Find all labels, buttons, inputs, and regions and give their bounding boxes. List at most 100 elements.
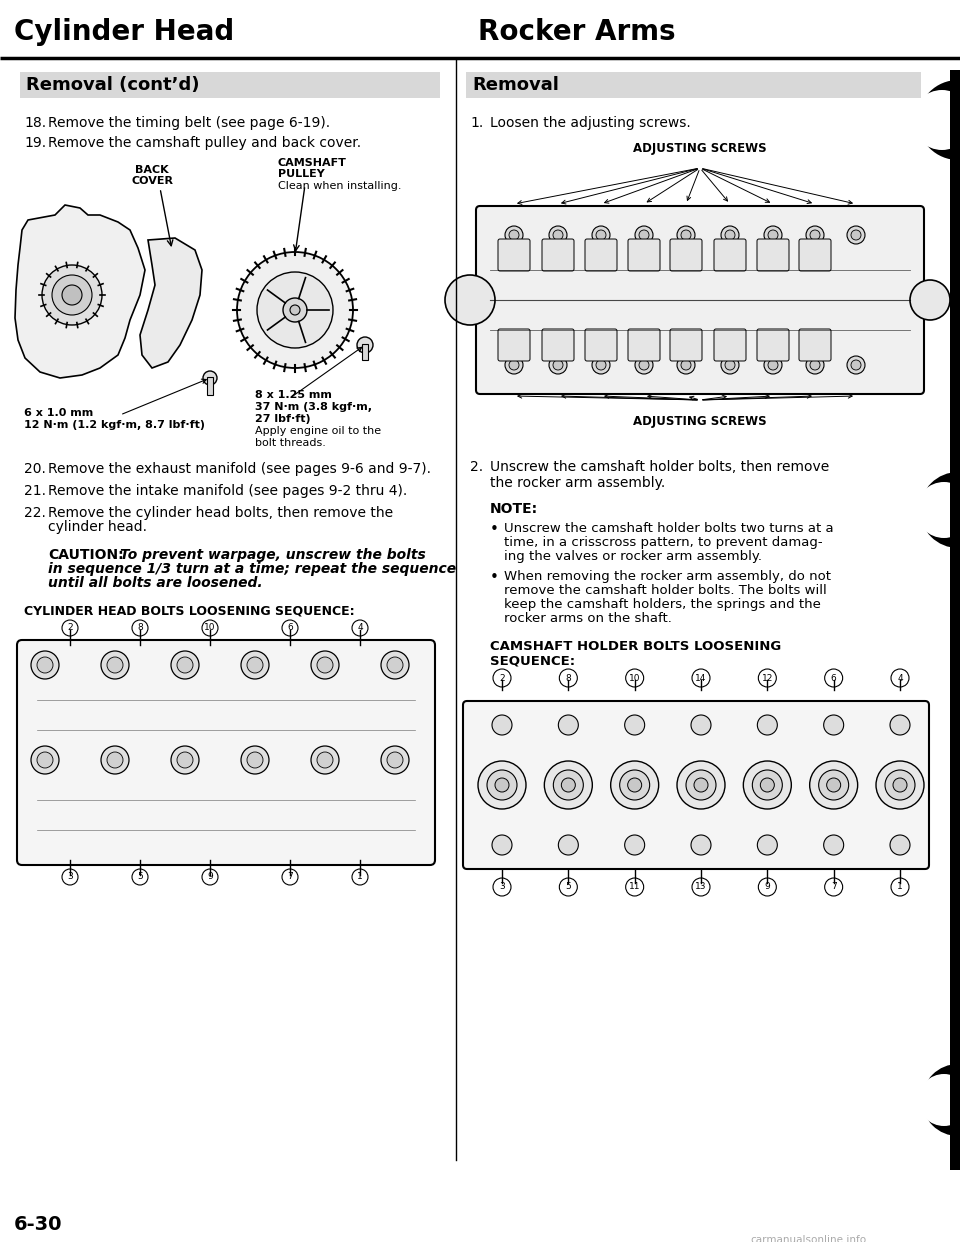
Text: 5: 5	[137, 872, 143, 881]
Circle shape	[677, 761, 725, 809]
Text: ADJUSTING SCREWS: ADJUSTING SCREWS	[634, 142, 767, 155]
Text: 1: 1	[898, 882, 902, 891]
Circle shape	[553, 360, 563, 370]
Text: 6 x 1.0 mm: 6 x 1.0 mm	[24, 409, 93, 419]
FancyBboxPatch shape	[757, 329, 789, 361]
Circle shape	[760, 777, 775, 792]
Text: CAMSHAFT HOLDER BOLTS LOOSENING: CAMSHAFT HOLDER BOLTS LOOSENING	[490, 640, 781, 653]
Text: Remove the exhaust manifold (see pages 9-6 and 9-7).: Remove the exhaust manifold (see pages 9…	[48, 462, 431, 476]
Circle shape	[247, 657, 263, 673]
Circle shape	[549, 356, 567, 374]
Text: keep the camshaft holders, the springs and the: keep the camshaft holders, the springs a…	[504, 597, 821, 611]
FancyBboxPatch shape	[585, 238, 617, 271]
Circle shape	[549, 226, 567, 243]
Circle shape	[721, 356, 739, 374]
Circle shape	[893, 777, 907, 792]
Text: 9: 9	[207, 872, 213, 881]
Circle shape	[52, 274, 92, 315]
FancyBboxPatch shape	[498, 238, 530, 271]
Circle shape	[478, 761, 526, 809]
Circle shape	[819, 770, 849, 800]
FancyBboxPatch shape	[714, 329, 746, 361]
Text: remove the camshaft holder bolts. The bolts will: remove the camshaft holder bolts. The bo…	[504, 584, 827, 597]
Circle shape	[592, 356, 610, 374]
Circle shape	[202, 620, 218, 636]
Circle shape	[62, 620, 78, 636]
Circle shape	[692, 878, 710, 895]
FancyBboxPatch shape	[463, 700, 929, 869]
Circle shape	[725, 230, 735, 240]
Text: 9: 9	[764, 882, 770, 891]
Circle shape	[890, 715, 910, 735]
Circle shape	[560, 669, 577, 687]
Circle shape	[743, 761, 791, 809]
Circle shape	[918, 79, 960, 160]
Circle shape	[611, 761, 659, 809]
Circle shape	[764, 356, 782, 374]
Circle shape	[553, 770, 584, 800]
Circle shape	[806, 356, 824, 374]
Circle shape	[824, 835, 844, 854]
Circle shape	[132, 869, 148, 886]
FancyBboxPatch shape	[799, 329, 831, 361]
Circle shape	[681, 230, 691, 240]
Circle shape	[910, 279, 950, 320]
Text: 8: 8	[565, 674, 571, 683]
Text: 5: 5	[565, 882, 571, 891]
Circle shape	[381, 746, 409, 774]
Circle shape	[592, 226, 610, 243]
Text: time, in a crisscross pattern, to prevent damag-: time, in a crisscross pattern, to preven…	[504, 537, 823, 549]
Text: To prevent warpage, unscrew the bolts: To prevent warpage, unscrew the bolts	[120, 548, 425, 561]
Text: 10: 10	[204, 623, 216, 632]
Circle shape	[282, 869, 298, 886]
Text: ing the valves or rocker arm assembly.: ing the valves or rocker arm assembly.	[504, 550, 762, 563]
FancyBboxPatch shape	[498, 329, 530, 361]
Text: 13: 13	[695, 882, 707, 891]
Circle shape	[851, 360, 861, 370]
Text: BACK: BACK	[135, 165, 169, 175]
Text: Cylinder Head: Cylinder Head	[14, 17, 234, 46]
FancyBboxPatch shape	[799, 238, 831, 271]
Circle shape	[725, 360, 735, 370]
Circle shape	[635, 226, 653, 243]
Text: 20.: 20.	[24, 462, 46, 476]
Circle shape	[625, 835, 645, 854]
Circle shape	[509, 360, 519, 370]
Circle shape	[493, 878, 511, 895]
FancyBboxPatch shape	[542, 238, 574, 271]
Text: Clean when installing.: Clean when installing.	[278, 181, 401, 191]
Circle shape	[721, 226, 739, 243]
Circle shape	[562, 777, 575, 792]
Circle shape	[283, 298, 307, 322]
Circle shape	[885, 770, 915, 800]
Circle shape	[317, 751, 333, 768]
Text: PULLEY: PULLEY	[278, 169, 324, 179]
Text: Removal (cont’d): Removal (cont’d)	[26, 76, 200, 94]
Text: •: •	[490, 570, 499, 585]
Text: 8: 8	[137, 623, 143, 632]
Circle shape	[691, 715, 711, 735]
Text: Unscrew the camshaft holder bolts, then remove: Unscrew the camshaft holder bolts, then …	[490, 460, 829, 474]
FancyBboxPatch shape	[628, 329, 660, 361]
FancyBboxPatch shape	[476, 206, 924, 394]
Text: 3: 3	[499, 882, 505, 891]
Circle shape	[357, 337, 373, 353]
Circle shape	[758, 669, 777, 687]
Circle shape	[282, 620, 298, 636]
Text: 22.: 22.	[24, 505, 46, 520]
Circle shape	[922, 1064, 960, 1136]
Text: cylinder head.: cylinder head.	[48, 520, 147, 534]
Circle shape	[559, 715, 578, 735]
Circle shape	[825, 878, 843, 895]
Circle shape	[825, 669, 843, 687]
Circle shape	[891, 878, 909, 895]
Circle shape	[101, 651, 129, 679]
Circle shape	[202, 869, 218, 886]
Circle shape	[827, 777, 841, 792]
Circle shape	[544, 761, 592, 809]
Text: 4: 4	[898, 674, 902, 683]
Circle shape	[107, 751, 123, 768]
Circle shape	[596, 230, 606, 240]
Polygon shape	[15, 205, 145, 378]
Circle shape	[352, 869, 368, 886]
